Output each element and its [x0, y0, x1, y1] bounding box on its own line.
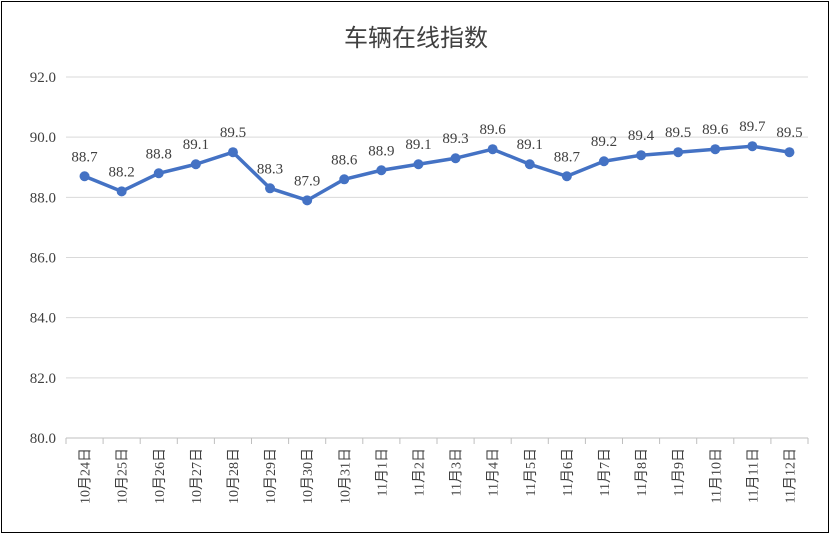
y-tick-label: 90.0: [30, 130, 56, 146]
data-point: [598, 156, 609, 167]
data-label: 88.9: [368, 143, 394, 159]
data-point: [784, 147, 795, 158]
chart-title: 车辆在线指数: [344, 24, 488, 52]
data-label: 89.6: [480, 122, 507, 138]
series-line-path: [82, 144, 792, 203]
x-tick-label: 11月3日: [449, 448, 465, 496]
x-tick-label: 10月29日: [263, 448, 279, 504]
data-point: [227, 147, 238, 158]
x-tick-label: 10月24日: [78, 448, 94, 504]
x-tick-label: 11月2日: [411, 448, 427, 496]
data-point: [636, 150, 647, 161]
data-label: 87.9: [294, 173, 320, 189]
data-point: [673, 147, 684, 158]
y-axis-ticks: 80.0 82.0 84.0 86.0 88.0 90.0 92.0: [30, 70, 56, 447]
data-label: 89.7: [739, 119, 766, 135]
x-tick-label: 11月10日: [708, 448, 724, 503]
x-tick-label: 10月28日: [226, 448, 242, 504]
x-tick-label: 10月31日: [337, 448, 353, 504]
x-tick-label: 11月1日: [374, 448, 390, 496]
x-axis: 10月24日 10月25日 10月26日 10月27日 10月28日 10月29日 10月3…: [65, 438, 809, 504]
data-label: 89.5: [220, 125, 246, 141]
data-point: [116, 186, 127, 197]
x-tick-label: 11月11日: [745, 448, 761, 503]
data-label: 89.1: [517, 137, 543, 153]
x-tick-label: 11月9日: [671, 448, 687, 496]
data-label: 89.3: [442, 131, 468, 147]
x-tick-label: 11月12日: [782, 448, 798, 503]
data-label: 89.1: [183, 137, 209, 153]
data-label: 89.5: [776, 125, 802, 141]
data-point: [747, 141, 758, 152]
data-point: [413, 159, 424, 170]
data-label: 88.8: [146, 146, 172, 162]
x-tick-label: 11月7日: [597, 448, 613, 496]
x-tick-label: 10月26日: [152, 448, 168, 504]
data-point: [376, 165, 387, 176]
y-tick-label: 92.0: [30, 70, 56, 86]
data-label: 89.1: [405, 137, 431, 153]
data-point: [79, 171, 90, 182]
data-label: 88.2: [109, 164, 135, 180]
data-point: [153, 168, 164, 179]
y-tick-label: 88.0: [30, 190, 56, 206]
data-point: [339, 174, 350, 185]
data-label: 89.6: [702, 122, 729, 138]
series-line: [79, 141, 795, 206]
data-label: 89.2: [591, 134, 617, 150]
x-tick-label: 10月27日: [189, 448, 205, 504]
y-tick-label: 86.0: [30, 251, 56, 267]
data-label: 88.3: [257, 161, 283, 177]
x-tick-label: 10月30日: [300, 448, 316, 504]
x-tick-label: 11月4日: [486, 448, 502, 496]
data-point: [450, 153, 461, 164]
data-point: [561, 171, 572, 182]
data-label: 89.4: [628, 128, 655, 144]
y-tick-label: 84.0: [30, 311, 56, 327]
x-tick-label: 11月5日: [523, 448, 539, 496]
data-point: [302, 195, 313, 206]
data-label: 88.6: [331, 152, 358, 168]
data-label: 88.7: [71, 149, 98, 165]
data-label: 89.5: [665, 125, 691, 141]
gridlines: [66, 76, 808, 439]
y-tick-label: 82.0: [30, 371, 56, 387]
x-tick-label: 10月25日: [115, 448, 131, 504]
x-tick-label: 11月6日: [560, 448, 576, 496]
data-point: [190, 159, 201, 170]
x-tick-label: 11月8日: [634, 448, 650, 496]
data-label: 88.7: [554, 149, 581, 165]
data-point: [524, 159, 535, 170]
data-labels: 88.7 88.2 88.8 89.1 89.5 88.3 87.9 88.6 88.9 89.1…: [71, 119, 802, 189]
data-point: [265, 183, 276, 194]
data-point: [710, 144, 721, 155]
y-tick-label: 80.0: [30, 431, 56, 447]
data-point: [487, 144, 498, 155]
